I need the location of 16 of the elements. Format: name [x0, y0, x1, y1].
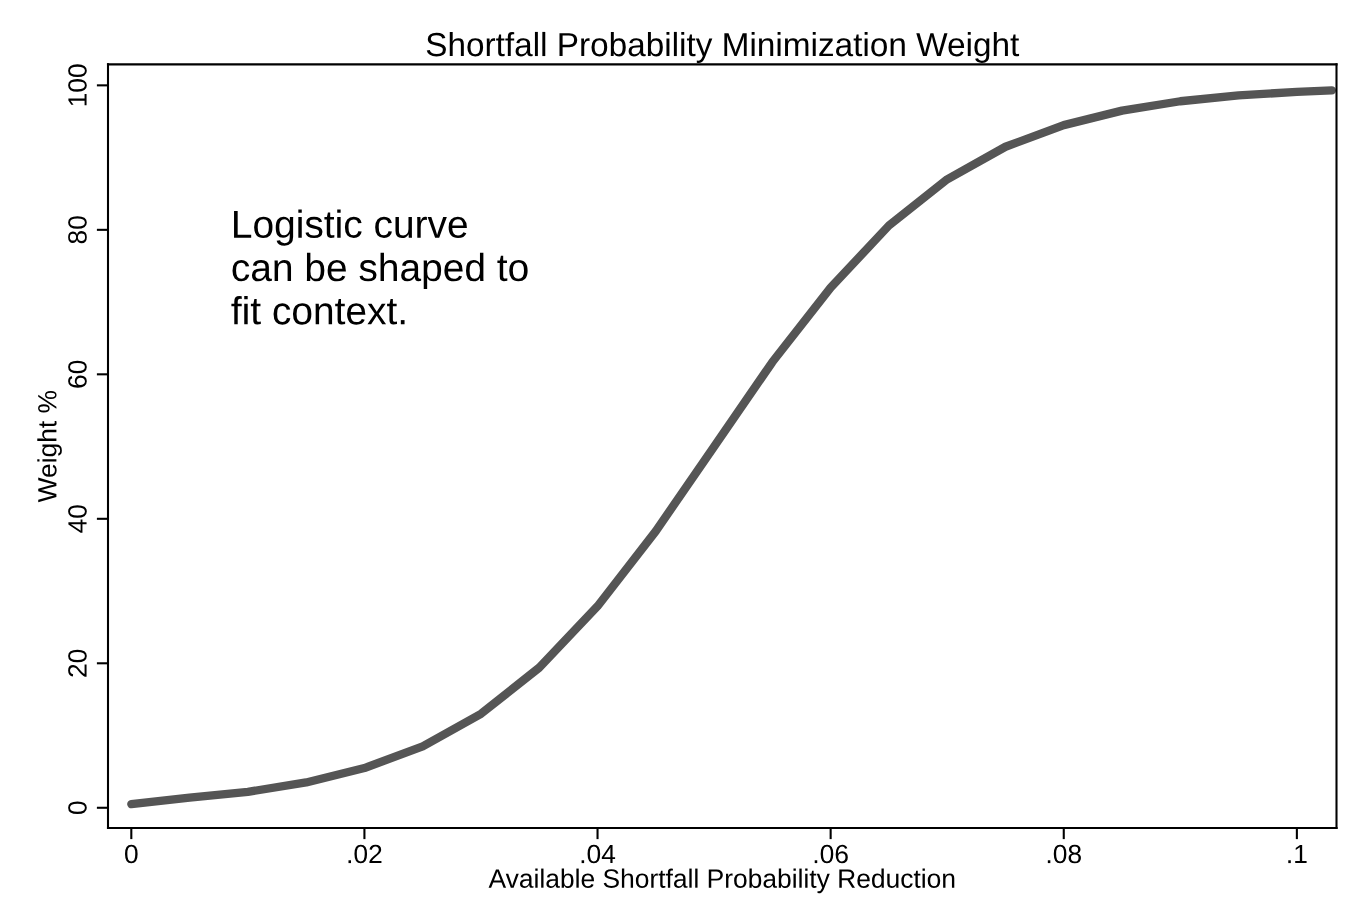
x-tick-label: .1 [1288, 844, 1307, 864]
x-tick-label: 0 [125, 844, 138, 864]
y-tick-label: 100 [68, 64, 87, 106]
y-tick-label: 80 [68, 216, 87, 244]
y-axis-title: Weight % [37, 390, 62, 503]
x-tick-label: .02 [348, 844, 382, 864]
x-tick-label: .08 [1047, 844, 1081, 864]
x-tick-label: .06 [814, 844, 848, 864]
chart-title: Shortfall Probability Minimization Weight [426, 31, 1020, 63]
x-axis-title: Available Shortfall Probability Reduction [488, 868, 955, 894]
x-tick-label: .04 [581, 844, 616, 864]
annotation: Logistic curve can be shaped to fit context. [231, 209, 528, 325]
y-tick-label: 60 [68, 360, 87, 388]
y-tick-label: 40 [68, 505, 87, 533]
y-tick-label: 0 [68, 801, 87, 815]
y-tick-label: 20 [68, 649, 87, 677]
